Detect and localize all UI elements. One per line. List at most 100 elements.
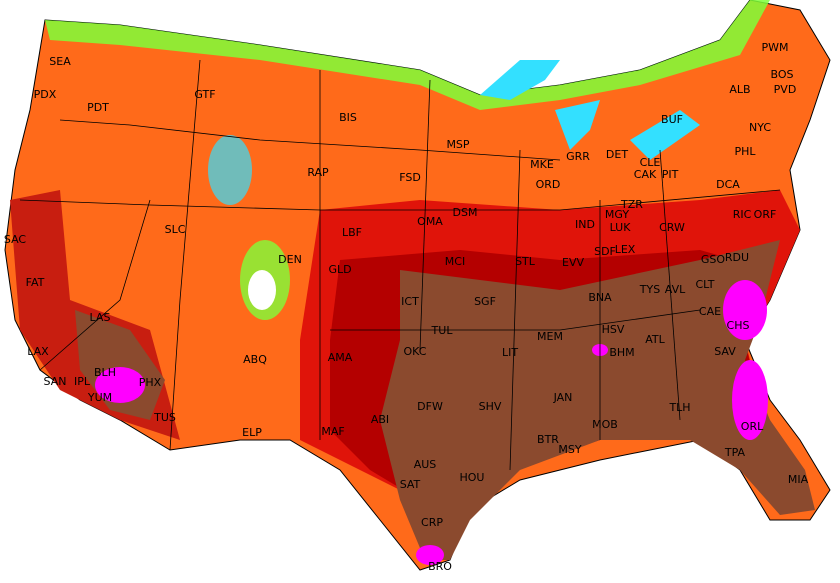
lake bbox=[630, 110, 700, 160]
station-label: ABQ bbox=[243, 353, 267, 366]
station-label: TPA bbox=[724, 446, 746, 459]
station-label: AVL bbox=[665, 283, 686, 296]
station-label: SAT bbox=[400, 478, 421, 491]
station-label: HSV bbox=[602, 323, 625, 336]
station-label: PVD bbox=[774, 83, 797, 96]
station-label: MSP bbox=[446, 138, 469, 151]
station-label: PDX bbox=[34, 88, 57, 101]
station-label: GRR bbox=[566, 150, 590, 163]
station-label: IPL bbox=[74, 375, 91, 388]
station-label: CHS bbox=[727, 319, 750, 332]
extreme-area bbox=[723, 280, 767, 340]
station-label: MIA bbox=[788, 473, 809, 486]
station-label: TUS bbox=[153, 411, 176, 424]
cool-band bbox=[45, 0, 770, 110]
station-label: STL bbox=[515, 255, 536, 268]
station-label: RIC bbox=[733, 208, 752, 221]
station-label: TUL bbox=[431, 324, 454, 337]
station-label: SEA bbox=[49, 55, 71, 68]
station-label: HOU bbox=[460, 471, 485, 484]
station-label: CRW bbox=[659, 221, 685, 234]
station-label: RAP bbox=[307, 166, 329, 179]
station-label: SLC bbox=[165, 223, 186, 236]
station-label: ORF bbox=[754, 208, 777, 221]
hottest-area bbox=[380, 240, 815, 560]
station-label: DCA bbox=[716, 178, 740, 191]
extreme-area bbox=[95, 367, 145, 403]
extreme-area bbox=[732, 360, 768, 440]
station-label: FSD bbox=[399, 171, 421, 184]
station-label: GSO bbox=[701, 253, 726, 266]
station-label: FAT bbox=[26, 276, 45, 289]
station-label: CAK bbox=[634, 168, 657, 181]
station-label: SAV bbox=[714, 345, 736, 358]
station-label: MCI bbox=[445, 255, 465, 268]
station-label: DET bbox=[606, 148, 628, 161]
station-label: DFW bbox=[417, 400, 443, 413]
station-label: MOB bbox=[592, 418, 618, 431]
station-label: CAE bbox=[699, 305, 721, 318]
boundaries bbox=[19, 59, 781, 471]
station-label: PDT bbox=[87, 101, 109, 114]
station-label: CRP bbox=[421, 516, 443, 529]
station-label: AUS bbox=[414, 458, 437, 471]
station-label: CLT bbox=[695, 278, 714, 291]
station-label: LIT bbox=[502, 346, 518, 359]
cool-area bbox=[208, 135, 252, 205]
station-label: LBF bbox=[342, 226, 362, 239]
station-label: LAS bbox=[90, 311, 111, 324]
station-label: YUM bbox=[87, 391, 112, 404]
station-label: LUK bbox=[610, 221, 632, 234]
station-label: AMA bbox=[328, 351, 353, 364]
station-label: ORL bbox=[741, 420, 764, 433]
extreme-area bbox=[416, 545, 444, 565]
station-label: TZR bbox=[620, 198, 643, 211]
station-label: GLD bbox=[328, 263, 351, 276]
station-label: EVV bbox=[562, 256, 584, 269]
station-label: MAF bbox=[321, 425, 344, 438]
station-label: SAC bbox=[4, 233, 27, 246]
station-label: SHV bbox=[479, 400, 502, 413]
station-label: ATL bbox=[645, 333, 665, 346]
station-label: DSM bbox=[453, 206, 478, 219]
station-label: BNA bbox=[588, 291, 612, 304]
station-label: OKC bbox=[404, 345, 427, 358]
station-label: MSY bbox=[558, 443, 581, 456]
station-label: PWM bbox=[761, 41, 788, 54]
station-label: JAN bbox=[553, 391, 573, 404]
station-label: LAX bbox=[27, 345, 49, 358]
station-label: GTF bbox=[194, 88, 215, 101]
station-label: BIS bbox=[339, 111, 357, 124]
station-label: BOS bbox=[771, 68, 794, 81]
station-label: BHM bbox=[609, 346, 634, 359]
station-label: BTR bbox=[537, 433, 559, 446]
cool-area bbox=[248, 270, 276, 310]
station-label: MGY bbox=[605, 208, 629, 221]
lake bbox=[555, 100, 600, 150]
station-label: ICT bbox=[401, 295, 419, 308]
station-label: TLH bbox=[668, 401, 690, 414]
station-label: IND bbox=[575, 218, 595, 231]
station-label: ORD bbox=[536, 178, 561, 191]
station-label: RDU bbox=[725, 251, 749, 264]
station-label: ABI bbox=[371, 413, 389, 426]
station-label: BLH bbox=[94, 366, 116, 379]
station-label: MKE bbox=[530, 158, 554, 171]
station-label: SAN bbox=[44, 375, 67, 388]
station-label: DEN bbox=[278, 253, 302, 266]
station-label: OMA bbox=[417, 215, 443, 228]
station-label: ALB bbox=[729, 83, 750, 96]
station-label: PHX bbox=[139, 376, 162, 389]
station-label: TYS bbox=[639, 283, 660, 296]
station-label: SDF bbox=[594, 245, 616, 258]
lake bbox=[480, 60, 560, 100]
station-label: NYC bbox=[749, 121, 771, 134]
station-label: PHL bbox=[734, 145, 756, 158]
station-label: CLE bbox=[640, 156, 661, 169]
station-label: MEM bbox=[537, 330, 563, 343]
station-label: BRO bbox=[428, 560, 452, 573]
station-label: PIT bbox=[662, 168, 679, 181]
station-labels: SEA PDX PDT GTF BIS MSP MKE GRR DET BUF ALB PWM BOS P… bbox=[4, 41, 809, 573]
station-label: ELP bbox=[242, 426, 262, 439]
